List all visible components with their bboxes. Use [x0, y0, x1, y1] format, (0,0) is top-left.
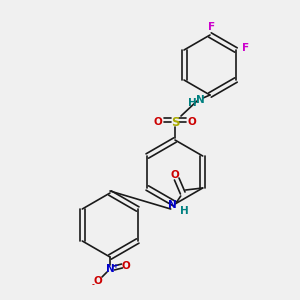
Text: N: N: [196, 95, 204, 105]
Text: +: +: [112, 263, 118, 269]
Text: N: N: [168, 200, 177, 210]
Text: O: O: [170, 170, 179, 180]
Text: O: O: [154, 117, 162, 127]
Text: N: N: [106, 264, 114, 274]
Text: H: H: [188, 98, 196, 108]
Text: O: O: [122, 261, 130, 271]
Text: F: F: [242, 43, 249, 53]
Text: S: S: [171, 116, 179, 128]
Text: -: -: [92, 282, 94, 288]
Text: F: F: [208, 22, 216, 32]
Text: O: O: [188, 117, 196, 127]
Text: H: H: [180, 206, 189, 216]
Text: O: O: [94, 276, 102, 286]
